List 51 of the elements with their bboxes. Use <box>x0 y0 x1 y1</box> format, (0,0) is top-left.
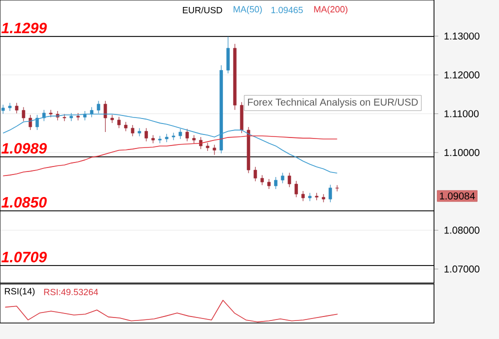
candlestick <box>260 174 264 186</box>
candlestick <box>178 128 182 140</box>
candlestick <box>254 166 257 182</box>
chart-title: RSI(14) <box>4 288 35 296</box>
candlestick <box>104 100 107 132</box>
candlestick <box>22 106 26 122</box>
y-tick-label: 1.12000 <box>444 71 480 78</box>
candlestick <box>117 116 121 128</box>
candlestick <box>124 122 128 132</box>
candlestick <box>138 128 142 137</box>
candlestick <box>280 172 284 184</box>
candlestick <box>76 112 80 121</box>
text: MA(200) <box>314 6 348 14</box>
y-tick-label: 1.07000 <box>444 266 480 273</box>
text: MA(50) <box>234 6 262 14</box>
y-tick-label: 1.11000 <box>444 110 479 118</box>
candlestick <box>301 190 305 202</box>
y-tick-label: 1.10000 <box>444 149 480 156</box>
ref-line-label: 1.0709 <box>1 252 47 262</box>
candlestick <box>144 128 148 142</box>
text: 1.09084 <box>440 192 475 200</box>
candlestick <box>199 136 202 150</box>
candlestick <box>226 36 230 74</box>
candlestick <box>328 184 332 203</box>
candlestick <box>192 134 196 144</box>
candlestick <box>96 100 100 114</box>
candlestick <box>36 114 39 130</box>
annotation: 1.09465 <box>271 6 303 14</box>
candlestick <box>62 114 66 122</box>
candlestick <box>186 128 189 142</box>
candlestick <box>151 134 155 144</box>
candlestick <box>288 172 292 188</box>
candlestick <box>212 144 216 156</box>
candlestick <box>83 110 87 121</box>
ref-line-label: 1.0989 <box>1 143 47 154</box>
ref-line-label: 1.1299 <box>1 22 47 34</box>
candlestick <box>274 176 278 190</box>
y-tick-label: 1.13000 <box>444 32 480 40</box>
candlestick <box>1 104 5 114</box>
candlestick <box>130 124 134 137</box>
candlestick <box>15 102 18 114</box>
y-tick-label: 1.08000 <box>444 226 480 234</box>
text: EUR/USD <box>182 6 222 14</box>
annotation: Forex Technical Analysis on EUR/USD <box>248 98 418 108</box>
candlestick <box>322 194 326 203</box>
candlestick <box>267 178 271 190</box>
series-label: RSI:49.53264 <box>44 288 98 296</box>
candlestick <box>172 132 176 140</box>
candlestick <box>28 114 32 130</box>
candlestick <box>294 180 298 198</box>
ref-line-label: 1.0850 <box>1 197 47 208</box>
